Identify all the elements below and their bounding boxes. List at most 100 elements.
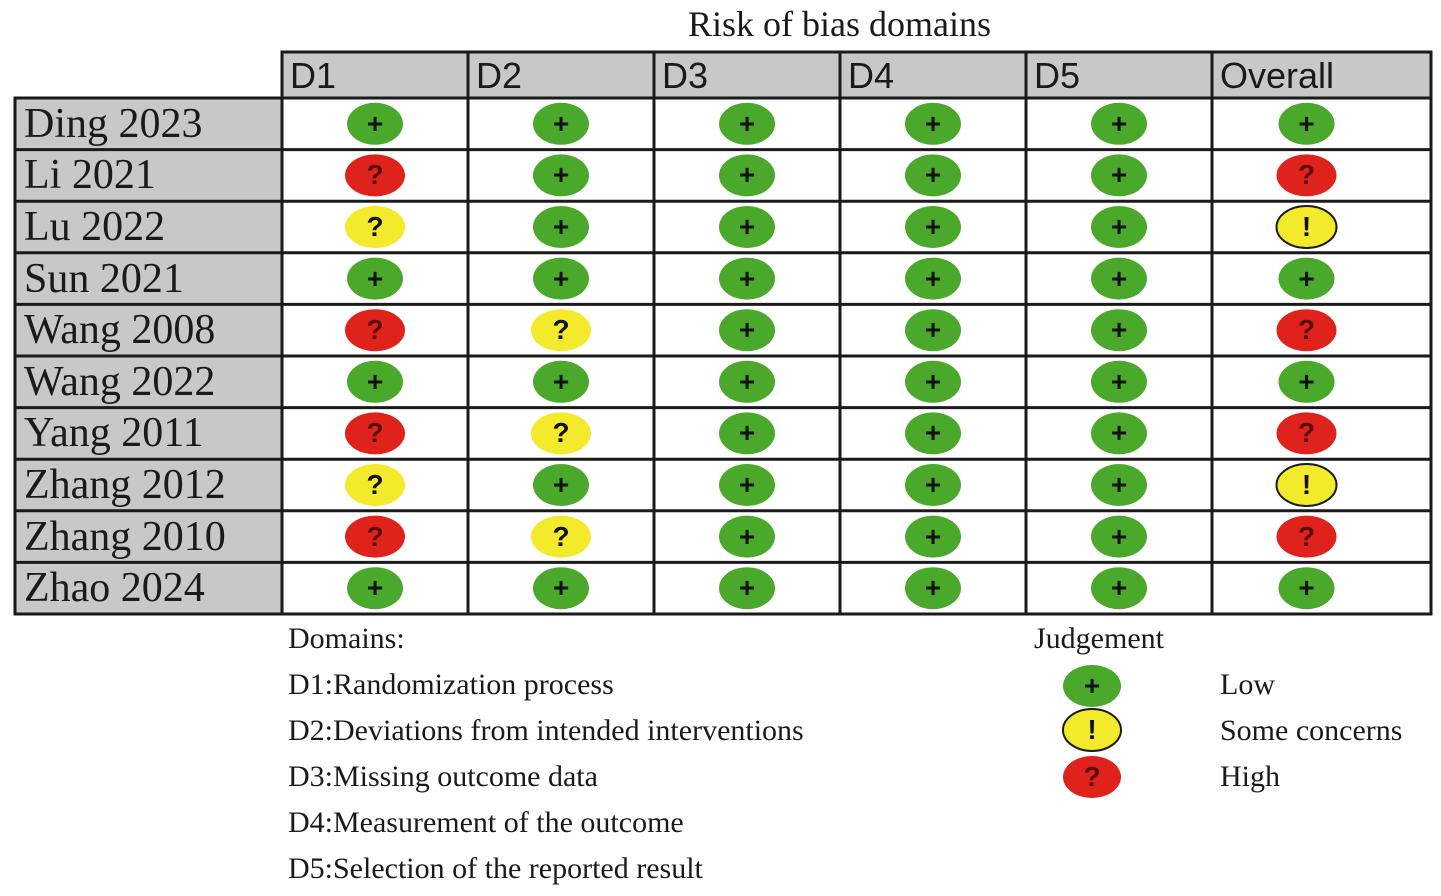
judgement-marker-low	[1278, 257, 1335, 300]
judgement-glyph-low: +	[552, 107, 570, 139]
domains-heading: Domains:	[288, 622, 405, 655]
column-header-d5: D5	[1034, 55, 1081, 96]
judgement-glyph-high: ?	[366, 417, 384, 449]
judgement-marker-low	[905, 515, 961, 558]
judgement-glyph-low: +	[1110, 314, 1128, 346]
judgement-glyph-some: !	[1301, 469, 1312, 500]
judgement-marker-low	[1091, 360, 1147, 403]
judgement-marker-low	[533, 154, 589, 197]
judgement-heading: Judgement	[1034, 622, 1164, 655]
judgement-marker-low	[905, 206, 961, 248]
judgement-glyph-low: +	[1298, 107, 1315, 139]
judgement-glyph-low: +	[924, 417, 942, 449]
domain-desc-d4: D4:Measurement of the outcome	[288, 806, 684, 839]
judgement-glyph-low: +	[366, 572, 384, 604]
judgement-glyph-low: +	[1298, 365, 1315, 397]
judgement-marker-low	[1278, 102, 1335, 145]
judgement-marker-low	[533, 206, 589, 248]
study-label: Yang 2011	[24, 410, 204, 457]
study-label: Wang 2022	[24, 358, 216, 405]
column-header-d3: D3	[662, 55, 709, 96]
judgement-marker-high	[345, 515, 405, 558]
judgement-glyph-low: +	[366, 107, 384, 139]
judgement-glyph-low: +	[924, 572, 942, 604]
judgement-marker-low	[905, 567, 961, 610]
domain-desc-d1: D1:Randomization process	[288, 668, 614, 701]
judgement-glyph-high: ?	[366, 159, 384, 191]
study-label: Lu 2022	[24, 204, 166, 250]
judgement-glyph-low: +	[1110, 417, 1128, 449]
judgement-marker-low	[905, 360, 961, 403]
study-label: Ding 2023	[24, 100, 203, 147]
judgement-glyph-low: +	[738, 314, 756, 346]
judgement-glyph-low: +	[738, 211, 756, 242]
judgement-glyph-low: +	[552, 262, 570, 294]
column-header-overall: Overall	[1220, 55, 1335, 96]
domain-desc-d5: D5:Selection of the reported result	[288, 852, 703, 885]
judgement-marker-some	[1275, 463, 1338, 507]
judgement-glyph-low: +	[366, 262, 384, 294]
judgement-marker-low	[905, 464, 961, 506]
judgement-label-some-concerns: Some concerns	[1220, 714, 1403, 747]
judgement-glyph-some: !	[1301, 211, 1312, 242]
judgement-glyph-low: +	[1110, 365, 1128, 397]
judgement-marker-low	[719, 154, 775, 197]
judgement-marker-low	[905, 102, 961, 145]
judgement-marker-low	[347, 360, 403, 403]
judgement-glyph-low: +	[1110, 572, 1128, 604]
judgement-glyph-low: +	[924, 159, 942, 191]
judgement-marker-low	[719, 257, 775, 300]
study-label: Li 2021	[24, 152, 156, 199]
judgement-marker-low	[719, 464, 775, 506]
judgement-glyph-low: +	[1110, 211, 1128, 242]
judgement-glyph-some: ?	[366, 469, 384, 500]
legend-glyph-low: +	[1083, 670, 1101, 701]
study-label: Sun 2021	[24, 255, 184, 302]
judgement-glyph-low: +	[552, 469, 570, 500]
legend-glyph-some: !	[1087, 714, 1097, 745]
judgement-marker-low	[533, 464, 589, 506]
judgement-marker-low	[1091, 412, 1147, 455]
judgement-glyph-high: ?	[366, 314, 384, 346]
judgement-marker-low	[719, 567, 775, 610]
judgement-glyph-high: ?	[1297, 314, 1316, 346]
judgement-glyph-low: +	[1298, 262, 1315, 294]
column-header-band	[280, 50, 1433, 100]
judgement-marker-low	[533, 567, 589, 610]
judgement-marker-low	[905, 257, 961, 300]
judgement-glyph-low: +	[1110, 107, 1128, 139]
judgement-marker-low	[719, 360, 775, 403]
judgement-marker-low	[533, 102, 589, 145]
chart-title: Risk of bias domains	[688, 4, 991, 44]
judgement-glyph-high: ?	[366, 520, 384, 552]
judgement-glyph-high: ?	[1297, 417, 1316, 449]
study-label: Zhang 2010	[24, 513, 226, 560]
legend-marker-low	[1063, 665, 1121, 707]
legend-marker-some	[1062, 708, 1122, 752]
judgement-marker-high	[1276, 412, 1337, 455]
judgement-marker-low	[347, 102, 403, 145]
judgement-marker-high	[1276, 515, 1337, 558]
judgement-glyph-low: +	[1110, 159, 1128, 191]
judgement-glyph-some: ?	[552, 520, 570, 552]
judgement-marker-low	[905, 154, 961, 197]
study-label: Zhang 2012	[24, 462, 226, 508]
judgement-marker-low	[533, 257, 589, 300]
judgement-marker-low	[1091, 567, 1147, 610]
judgement-marker-some	[531, 515, 591, 558]
judgement-glyph-low: +	[738, 365, 756, 397]
domain-desc-d3: D3:Missing outcome data	[288, 760, 598, 793]
judgement-glyph-low: +	[924, 107, 942, 139]
judgement-marker-some	[345, 464, 405, 506]
judgement-glyph-low: +	[738, 520, 756, 552]
judgement-glyph-low: +	[738, 469, 756, 500]
judgement-glyph-low: +	[1110, 520, 1128, 552]
judgement-marker-high	[345, 309, 405, 352]
judgement-glyph-low: +	[1110, 469, 1128, 500]
judgement-marker-high	[1276, 309, 1337, 352]
domain-desc-d2: D2:Deviations from intended intervention…	[288, 714, 804, 747]
judgement-marker-low	[1091, 464, 1147, 506]
judgement-marker-some	[531, 309, 591, 352]
